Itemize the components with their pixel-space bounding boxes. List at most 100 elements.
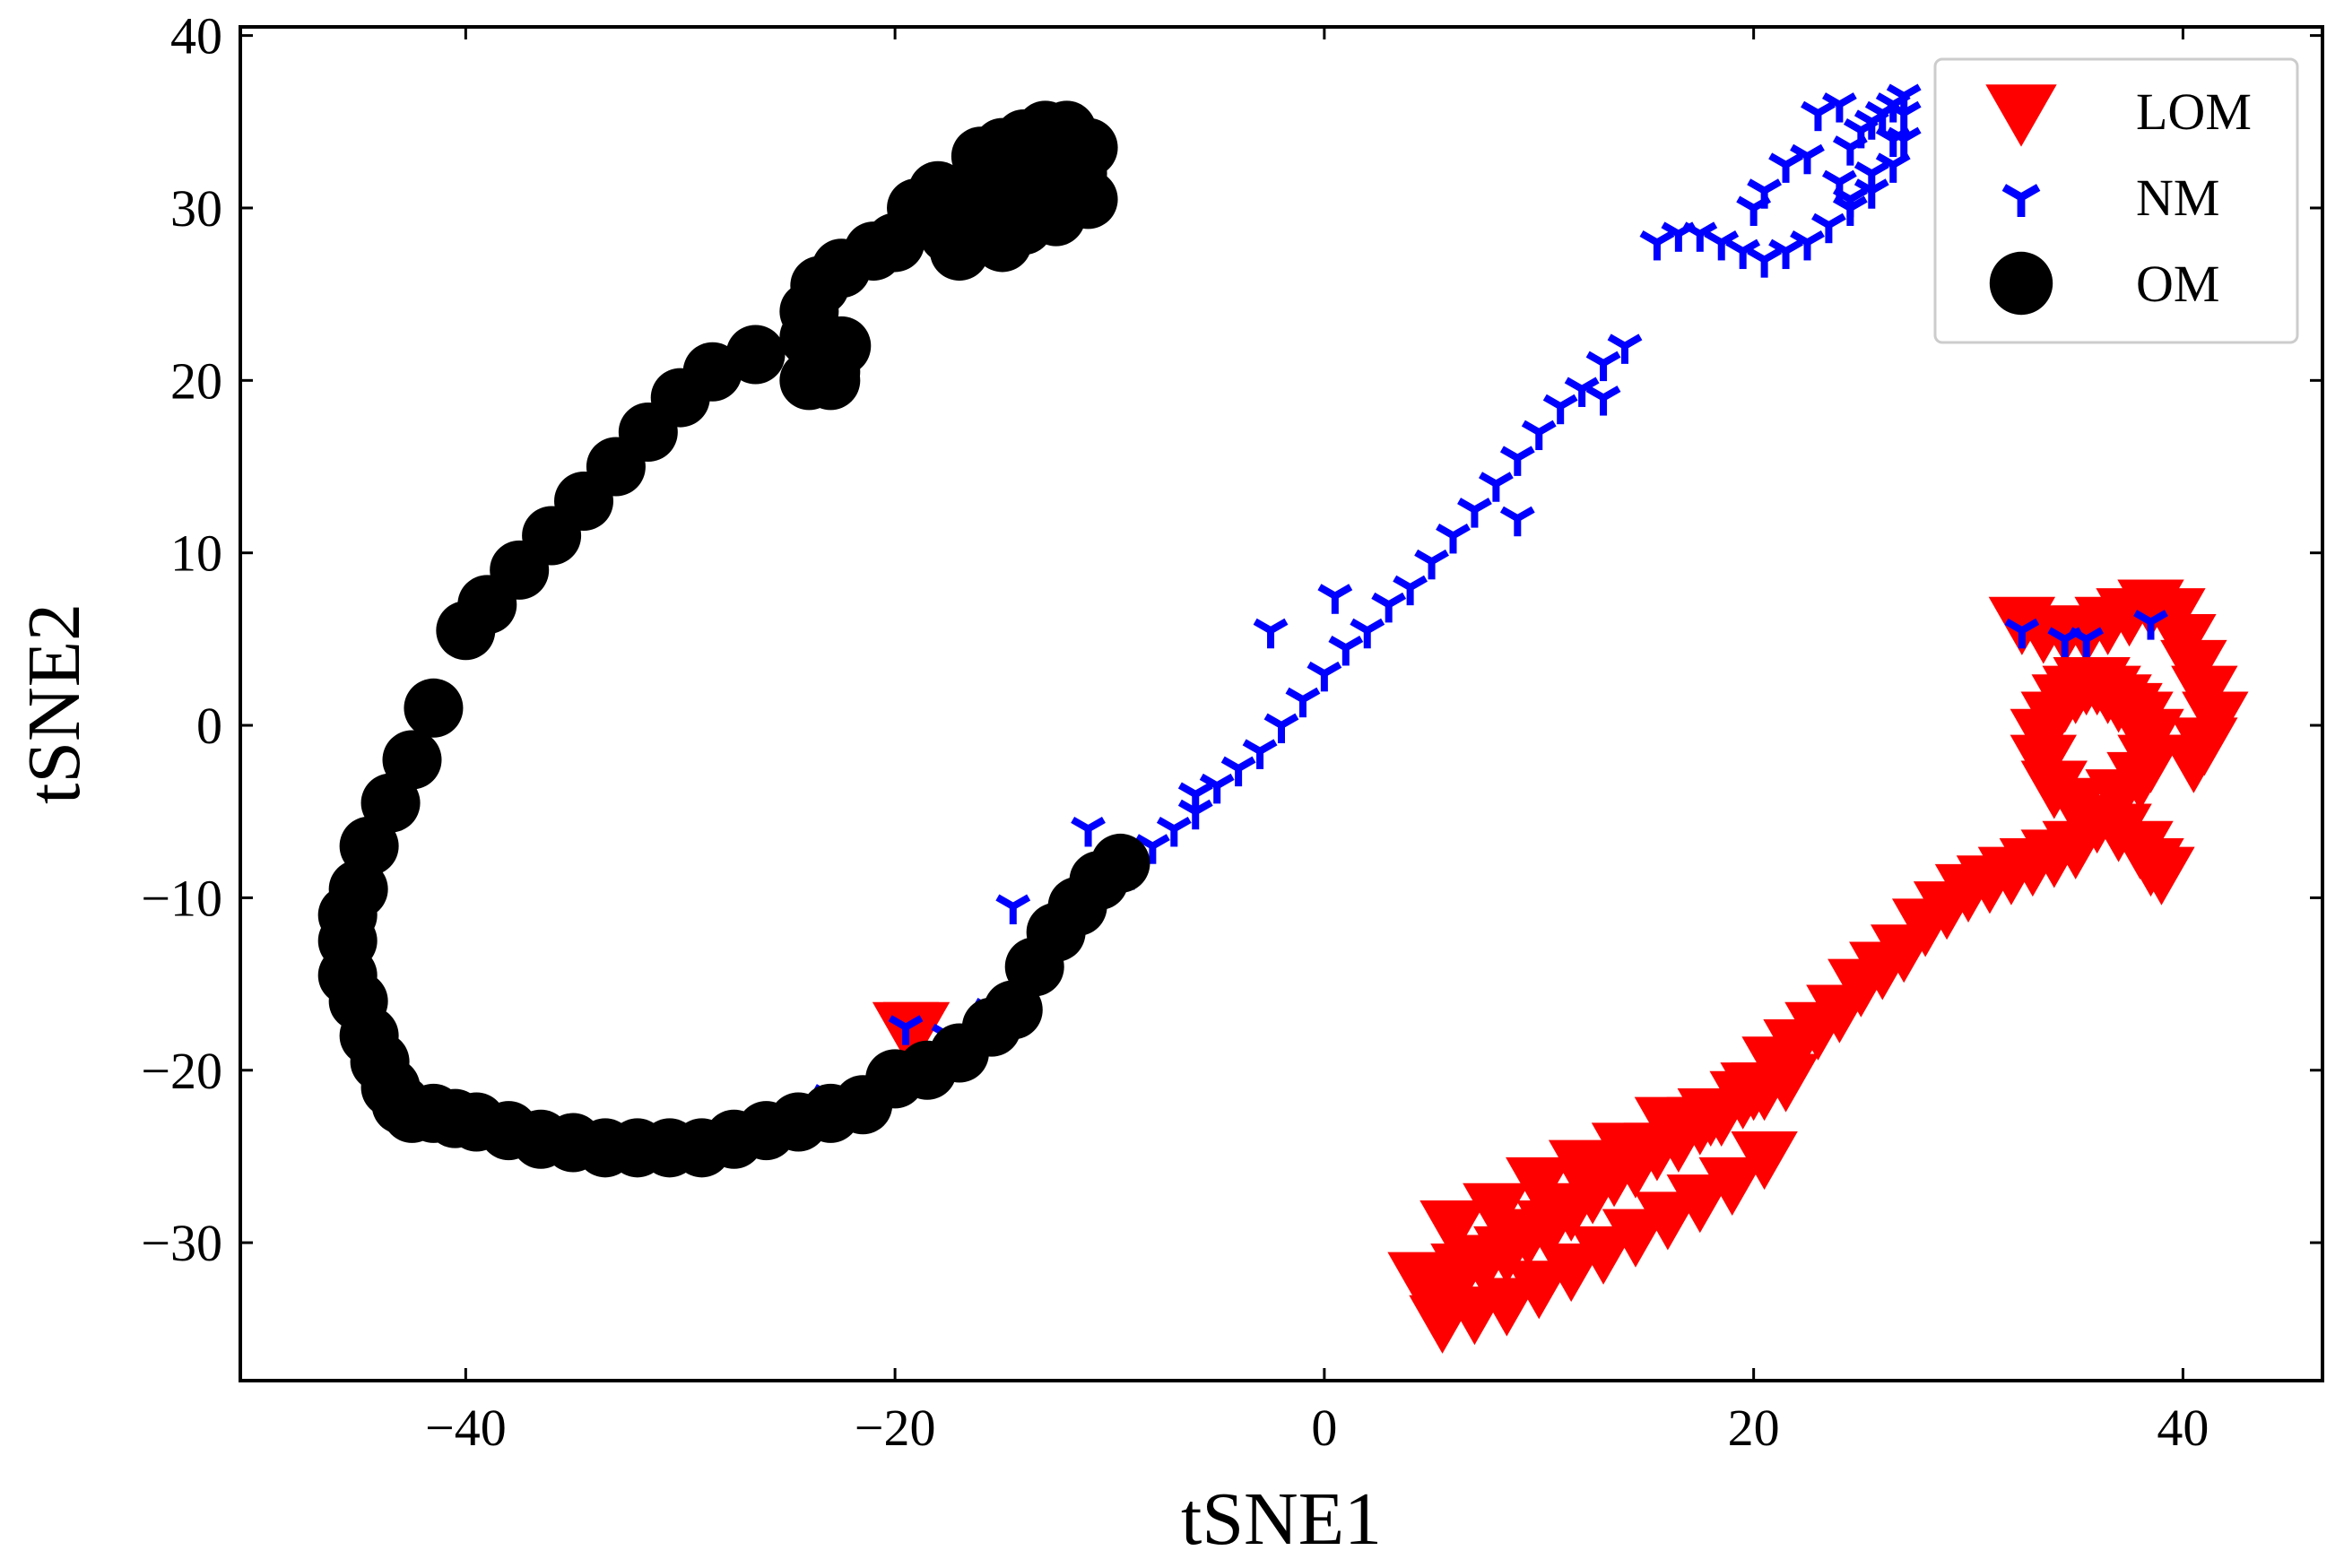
- y-tick-label: 20: [170, 351, 222, 410]
- legend-marker-nm: [2001, 184, 2041, 217]
- data-point-nm: [1821, 169, 1857, 201]
- data-point-lom: [1506, 1260, 1573, 1320]
- data-point-nm: [1747, 247, 1783, 278]
- y-tick-label: 10: [170, 524, 222, 583]
- points-layer: [317, 83, 2249, 1354]
- data-point-lom: [1419, 1200, 1487, 1260]
- data-point-nm: [1736, 195, 1772, 226]
- x-tick-label: −20: [855, 1399, 936, 1457]
- data-point-lom: [1548, 1139, 1616, 1199]
- data-point-nm: [1263, 713, 1299, 744]
- data-point-nm: [1350, 618, 1385, 649]
- data-point-nm: [1853, 178, 1889, 209]
- data-point-nm: [1790, 143, 1825, 175]
- data-point-nm: [1371, 592, 1407, 623]
- series-lom: [872, 579, 2249, 1354]
- data-point-lom: [1591, 1122, 1659, 1182]
- y-tick-label: 40: [170, 7, 222, 65]
- data-point-nm: [1542, 394, 1578, 425]
- data-point-nm: [1071, 816, 1106, 847]
- data-point-om: [404, 678, 464, 738]
- data-point-nm: [1768, 152, 1803, 183]
- data-point-nm: [1585, 386, 1621, 416]
- data-point-lom: [1569, 1226, 1637, 1285]
- data-point-nm: [1811, 212, 1846, 244]
- data-point-lom: [1634, 1096, 1702, 1156]
- y-axis-title: tSNE2: [13, 603, 96, 804]
- legend-label-lom: LOM: [2136, 82, 2252, 141]
- data-point-nm: [1585, 351, 1621, 382]
- data-point-nm: [1564, 377, 1600, 407]
- legend-label-nm: NM: [2136, 169, 2219, 227]
- legend-label-om: OM: [2136, 255, 2219, 313]
- data-point-lom: [2160, 734, 2227, 793]
- data-point-lom: [1677, 1087, 1744, 1148]
- data-point-nm: [1220, 756, 1256, 787]
- data-point-lom: [2128, 846, 2195, 905]
- x-tick-label: 0: [1311, 1399, 1337, 1457]
- data-point-nm: [995, 894, 1031, 925]
- data-point-nm: [888, 1015, 924, 1045]
- data-point-nm: [1499, 446, 1535, 476]
- x-tick-label: 20: [1728, 1399, 1780, 1457]
- data-point-lom: [1602, 1208, 1670, 1268]
- data-point-nm: [1704, 230, 1740, 261]
- y-tick-label: −30: [141, 1214, 222, 1272]
- data-point-nm: [1253, 618, 1289, 649]
- data-point-nm: [1499, 506, 1535, 537]
- plot-frame: [239, 25, 2324, 1382]
- y-tick-label: 0: [196, 697, 222, 755]
- data-point-nm: [1134, 834, 1170, 864]
- data-point-nm: [1790, 230, 1825, 261]
- data-point-lom: [1666, 1174, 1733, 1234]
- data-point-nm: [1832, 195, 1868, 226]
- data-point-lom: [1506, 1157, 1573, 1216]
- data-point-om: [779, 351, 839, 411]
- x-tick-label: 40: [2157, 1399, 2209, 1457]
- data-point-nm: [1393, 575, 1428, 606]
- data-point-om: [1090, 833, 1150, 893]
- data-point-nm: [1285, 687, 1321, 718]
- x-tick-label: −40: [425, 1399, 507, 1457]
- data-point-nm: [1328, 636, 1364, 666]
- y-ticks: −30 −20 −10 0 10 20 30 40: [141, 7, 2322, 1272]
- data-point-nm: [1725, 238, 1761, 270]
- data-point-nm: [1875, 152, 1911, 183]
- data-point-nm: [1478, 472, 1514, 502]
- data-point-nm: [1682, 221, 1718, 252]
- x-ticks: −40 −20 0 20 40: [425, 27, 2209, 1457]
- data-point-nm: [1768, 238, 1803, 270]
- data-point-nm: [2069, 627, 2105, 657]
- data-point-nm: [2133, 610, 2168, 640]
- legend: LOM NM OM: [1933, 57, 2299, 344]
- data-point-nm: [1886, 126, 1922, 158]
- x-axis-title: tSNE1: [1181, 1477, 1382, 1561]
- data-point-nm: [1801, 100, 1836, 132]
- data-point-nm: [1156, 816, 1192, 847]
- y-tick-label: −20: [141, 1042, 222, 1100]
- y-tick-label: −10: [141, 869, 222, 927]
- data-point-om: [1026, 186, 1086, 247]
- data-point-nm: [1832, 135, 1868, 166]
- data-point-lom: [1731, 1131, 1798, 1191]
- data-point-nm: [1414, 549, 1449, 580]
- legend-marker-lom: [1985, 84, 2057, 147]
- data-point-lom: [1698, 1157, 1766, 1216]
- data-point-nm: [1199, 773, 1235, 804]
- data-point-nm: [1242, 739, 1278, 769]
- series-om: [317, 100, 1150, 1178]
- data-point-lom: [1537, 1243, 1605, 1303]
- data-point-nm: [1457, 498, 1492, 528]
- data-point-nm: [1307, 661, 1342, 692]
- data-point-nm: [1639, 230, 1675, 261]
- legend-marker-om: [1989, 251, 2053, 316]
- data-point-nm: [1521, 420, 1557, 451]
- data-point-nm: [1821, 92, 1857, 123]
- data-point-nm: [1607, 334, 1643, 364]
- data-point-nm: [2004, 618, 2040, 649]
- data-point-lom: [1463, 1182, 1530, 1242]
- data-point-lom: [1634, 1191, 1702, 1251]
- data-point-nm: [1436, 523, 1471, 554]
- data-point-lom: [1473, 1278, 1541, 1337]
